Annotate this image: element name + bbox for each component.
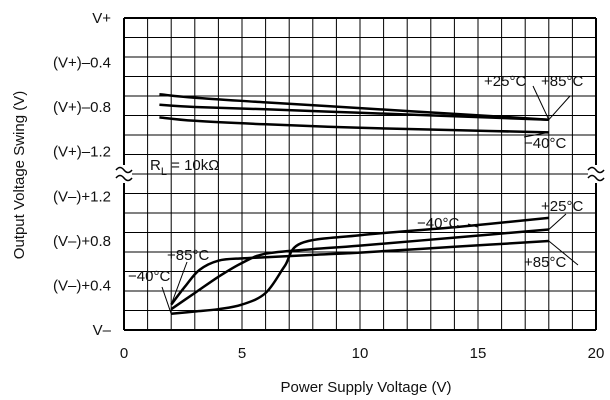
upper-label-leader-3 bbox=[523, 131, 549, 138]
upper-curve-label-2: +85°C bbox=[541, 73, 583, 90]
y-tick-label: (V–)+0.4 bbox=[53, 277, 111, 294]
lower-label-leader-5 bbox=[161, 286, 172, 314]
y-axis-label: Output Voltage Swing (V) bbox=[11, 91, 28, 259]
upper-curve-label-1: +25°C bbox=[484, 73, 526, 90]
axis-break-gap bbox=[588, 165, 604, 183]
lower-curve-label-3: +85°C bbox=[524, 254, 566, 271]
y-tick-label: V+ bbox=[92, 10, 111, 27]
lower-label-leader-3 bbox=[548, 240, 579, 266]
y-tick-label: (V–)+0.8 bbox=[53, 233, 111, 250]
load-resistance-annotation: RL = 10kΩ bbox=[150, 157, 219, 178]
x-tick-label: 20 bbox=[588, 345, 605, 362]
lower-curve-label-5: −40°C bbox=[128, 268, 170, 285]
chart-labels: +25°C +85°C −40°C −40°C +25°C +85°C +85°C −40°C bbox=[128, 73, 583, 314]
axis-break-marks bbox=[115, 165, 605, 183]
lower-label-leader-4 bbox=[170, 261, 188, 305]
x-axis-label: Power Supply Voltage (V) bbox=[281, 379, 452, 396]
right-axis-break bbox=[587, 174, 605, 182]
annotation-rest: = 10kΩ bbox=[167, 157, 220, 174]
upper-series-line-3 bbox=[159, 116, 549, 134]
upper-label-leader-1 bbox=[532, 85, 550, 120]
right-axis-break bbox=[587, 166, 605, 174]
lower-curve-label-4: +85°C bbox=[167, 247, 209, 264]
left-axis-break bbox=[115, 174, 133, 182]
lower-label-leader-2 bbox=[548, 213, 567, 230]
annotation-sub: L bbox=[161, 166, 167, 178]
lower-series-line-1 bbox=[171, 216, 549, 316]
y-tick-label: (V–)+1.2 bbox=[53, 188, 111, 205]
upper-label-leader-2 bbox=[548, 95, 571, 121]
lower-curve-label-2: +25°C bbox=[541, 198, 583, 215]
lower-curve-label-1: −40°C bbox=[417, 215, 459, 232]
upper-series-line-1 bbox=[159, 103, 549, 121]
lower-label-leader-1 bbox=[467, 223, 479, 228]
axis-break-gap bbox=[116, 165, 132, 183]
y-tick-label: (V+)–1.2 bbox=[53, 144, 111, 161]
chart-series bbox=[159, 93, 549, 316]
y-tick-label: (V+)–0.4 bbox=[53, 55, 111, 72]
chart-tick-labels: 0 5 10 15 20 V+ (V+)–0.4 (V+)–0.8 (V+)–1.2 (V–)+1… bbox=[53, 10, 604, 362]
y-tick-label: V– bbox=[93, 322, 112, 339]
upper-curve-label-3: −40°C bbox=[524, 135, 566, 152]
annotation-main: R bbox=[150, 157, 161, 174]
left-axis-break bbox=[115, 166, 133, 174]
x-tick-label: 5 bbox=[238, 345, 246, 362]
upper-series-line-2 bbox=[159, 93, 549, 121]
lower-series-line-3 bbox=[170, 239, 549, 306]
x-tick-label: 10 bbox=[352, 345, 369, 362]
lower-series-line-2 bbox=[170, 228, 549, 311]
chart-grid bbox=[123, 17, 597, 331]
y-tick-label: (V+)–0.8 bbox=[53, 99, 111, 116]
x-tick-label: 0 bbox=[120, 345, 128, 362]
x-tick-label: 15 bbox=[470, 345, 487, 362]
